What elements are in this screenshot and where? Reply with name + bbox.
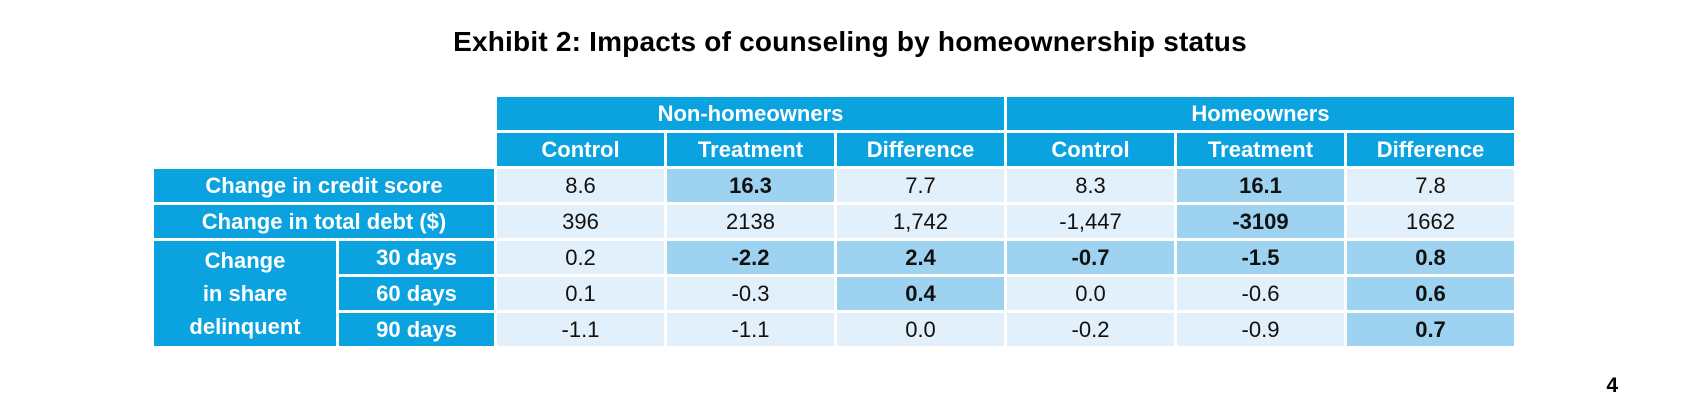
table-cell: -0.3 [664, 274, 837, 313]
row-label-credit-score: Change in credit score [151, 166, 497, 205]
exhibit-title: Exhibit 2: Impacts of counseling by home… [453, 26, 1247, 57]
table-cell: -0.9 [1174, 310, 1347, 349]
sub-row-label-30-days: 30 days [336, 238, 497, 277]
table-cell: 16.1 [1174, 166, 1347, 205]
group-header-row: Non-homeowners Homeowners [151, 94, 1517, 133]
table-cell: 0.0 [834, 310, 1007, 349]
table-cell: 0.8 [1344, 238, 1517, 277]
corner-blank [151, 94, 497, 133]
table-cell: 7.8 [1344, 166, 1517, 205]
table-cell: 8.6 [494, 166, 667, 205]
table-cell: -0.2 [1004, 310, 1177, 349]
page-number: 4 [1606, 374, 1618, 397]
table-cell: 16.3 [664, 166, 837, 205]
results-table: Non-homeowners Homeowners Control Treatm… [151, 94, 1517, 349]
table-cell: 1,742 [834, 202, 1007, 241]
table-cell: 2.4 [834, 238, 1007, 277]
table-row-30-days: Change in share delinquent 30 days 0.2 -… [151, 238, 1517, 349]
table-cell: 0.4 [834, 274, 1007, 313]
row-label-line: in share [202, 281, 288, 306]
table-cell: 2138 [664, 202, 837, 241]
table-cell: -0.7 [1004, 238, 1177, 277]
table-cell: 396 [494, 202, 667, 241]
column-header-difference: Difference [1344, 130, 1517, 169]
row-label-line: Change [204, 248, 286, 273]
table-cell: -1.5 [1174, 238, 1347, 277]
group-header-homeowners: Homeowners [1004, 94, 1517, 133]
table-row-total-debt: Change in total debt ($) 396 2138 1,742 … [151, 202, 1517, 241]
table-cell: -0.6 [1174, 274, 1347, 313]
table-cell: 7.7 [834, 166, 1007, 205]
column-header-control: Control [494, 130, 667, 169]
table-row-credit-score: Change in credit score 8.6 16.3 7.7 8.3 … [151, 166, 1517, 205]
table-cell: -1.1 [664, 310, 837, 349]
group-header-non-homeowners: Non-homeowners [494, 94, 1007, 133]
table-cell: -1,447 [1004, 202, 1177, 241]
table-cell: 0.0 [1004, 274, 1177, 313]
column-header-row: Control Treatment Difference Control Tre… [151, 130, 1517, 169]
table-cell: 0.6 [1344, 274, 1517, 313]
table-cell: 0.7 [1344, 310, 1517, 349]
table-cell: 8.3 [1004, 166, 1177, 205]
table-cell: -3109 [1174, 202, 1347, 241]
column-header-control: Control [1004, 130, 1177, 169]
table-row-90-days: 90 days -1.1 -1.1 0.0 -0.2 -0.9 0.7 [153, 310, 1517, 349]
row-label-share-delinquent: Change in share delinquent [151, 238, 339, 349]
table-cell: 1662 [1344, 202, 1517, 241]
column-header-treatment: Treatment [664, 130, 837, 169]
table-cell: 0.1 [494, 274, 667, 313]
table-cell: -2.2 [664, 238, 837, 277]
table-cell: -1.1 [494, 310, 667, 349]
table-cell: 0.2 [494, 238, 667, 277]
sub-row-label-90-days: 90 days [336, 310, 497, 349]
corner-blank [151, 130, 497, 169]
row-label-total-debt: Change in total debt ($) [151, 202, 497, 241]
column-header-difference: Difference [834, 130, 1007, 169]
sub-row-label-60-days: 60 days [336, 274, 497, 313]
column-header-treatment: Treatment [1174, 130, 1347, 169]
row-label-line: delinquent [189, 314, 301, 339]
table-row-60-days: 60 days 0.1 -0.3 0.4 0.0 -0.6 0.6 [153, 274, 1517, 313]
